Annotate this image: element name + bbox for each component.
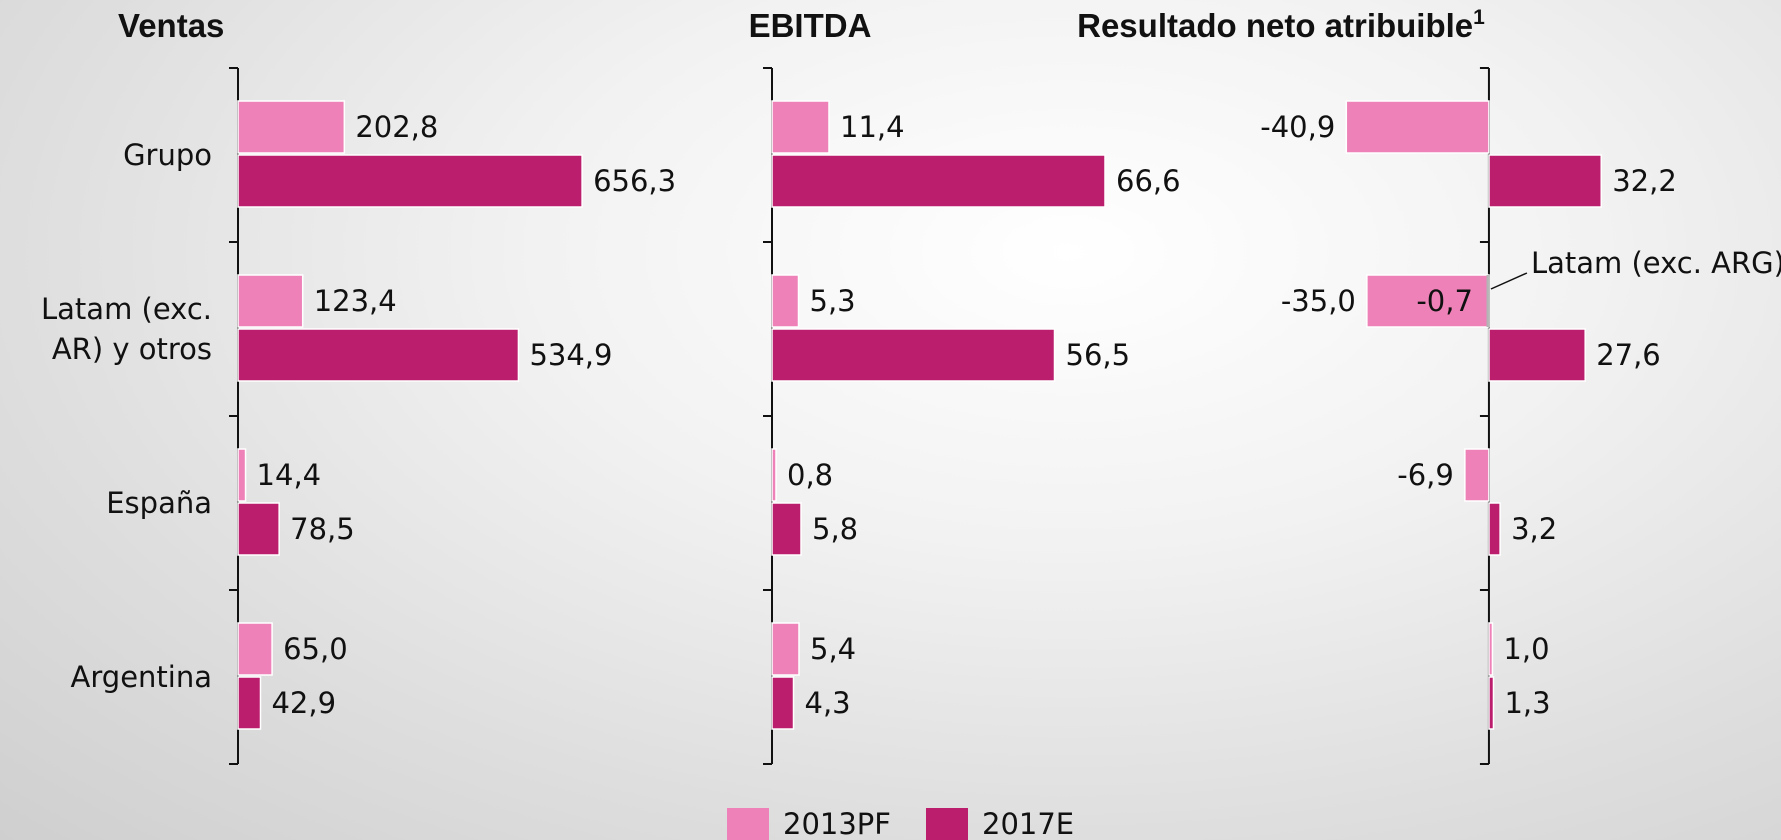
value-label: 14,4: [257, 458, 322, 492]
legend-item: 2013PF: [727, 807, 891, 840]
annotation-bar: [1486, 275, 1489, 327]
value-label: -40,9: [1260, 110, 1335, 144]
chart-title-text: EBITDA: [749, 7, 872, 44]
bar: [771, 676, 795, 730]
value-label: 27,6: [1596, 338, 1661, 372]
value-label: 3,2: [1511, 512, 1557, 546]
bar: [237, 448, 247, 502]
chart-title: Resultado neto atribuible1: [1077, 6, 1485, 44]
value-label: 1,0: [1503, 632, 1549, 666]
bar: [237, 154, 583, 208]
category-label-box: España: [0, 416, 212, 590]
annotation-text: Latam (exc. ARG): [1531, 246, 1781, 280]
category-label: Grupo: [123, 138, 212, 172]
bar: [1464, 448, 1490, 502]
category-label: Latam (exc. AR) y otros: [41, 292, 212, 366]
value-label: 42,9: [271, 686, 336, 720]
bar: [771, 328, 1056, 382]
bar: [237, 622, 273, 676]
bar: [771, 448, 777, 502]
title-footnote: 1: [1473, 6, 1485, 29]
value-label: 5,3: [810, 284, 856, 318]
category-label-box: Grupo: [0, 68, 212, 242]
category-label-box: Latam (exc. AR) y otros: [0, 242, 212, 416]
legend-swatch: [727, 808, 769, 840]
bar: [1488, 502, 1501, 556]
bar: [771, 622, 800, 676]
chart-title: EBITDA: [749, 7, 872, 44]
value-label: 66,6: [1116, 164, 1181, 198]
annotation-value-label: -0,7: [1416, 284, 1473, 318]
bar: [771, 502, 802, 556]
bar: [237, 502, 280, 556]
legend-label: 2017E: [982, 807, 1074, 840]
value-label: 202,8: [355, 110, 438, 144]
value-label: 5,8: [812, 512, 858, 546]
bar: [237, 328, 520, 382]
value-label: 1,3: [1504, 686, 1550, 720]
category-label: Argentina: [70, 660, 212, 694]
legend-item: 2017E: [926, 807, 1074, 840]
bar: [771, 154, 1106, 208]
value-label: 656,3: [593, 164, 676, 198]
bar: [237, 100, 346, 154]
value-label: 4,3: [805, 686, 851, 720]
bar: [1488, 154, 1602, 208]
chart-title-text: Resultado neto atribuible: [1077, 7, 1473, 44]
bar: [771, 274, 800, 328]
value-label: -6,9: [1397, 458, 1454, 492]
legend-swatch: [926, 808, 968, 840]
legend-label: 2013PF: [783, 807, 891, 840]
value-label: 123,4: [314, 284, 397, 318]
bar: [1488, 622, 1494, 676]
bar: [771, 100, 830, 154]
bar: [1488, 676, 1495, 730]
value-label: -35,0: [1281, 284, 1356, 318]
value-label: 78,5: [290, 512, 355, 546]
category-label: España: [106, 486, 212, 520]
category-label-box: Argentina: [0, 590, 212, 764]
bar: [1488, 328, 1586, 382]
value-label: 5,4: [810, 632, 856, 666]
value-label: 32,2: [1612, 164, 1677, 198]
chart-title-text: Ventas: [118, 7, 224, 44]
chart-title: Ventas: [118, 7, 224, 44]
value-label: 0,8: [787, 458, 833, 492]
value-label: 534,9: [529, 338, 612, 372]
value-label: 65,0: [283, 632, 348, 666]
annotation-leader: [1490, 272, 1528, 290]
bar: [237, 676, 262, 730]
bar: [237, 274, 304, 328]
value-label: 11,4: [840, 110, 905, 144]
bar: [1345, 100, 1490, 154]
value-label: 56,5: [1066, 338, 1131, 372]
